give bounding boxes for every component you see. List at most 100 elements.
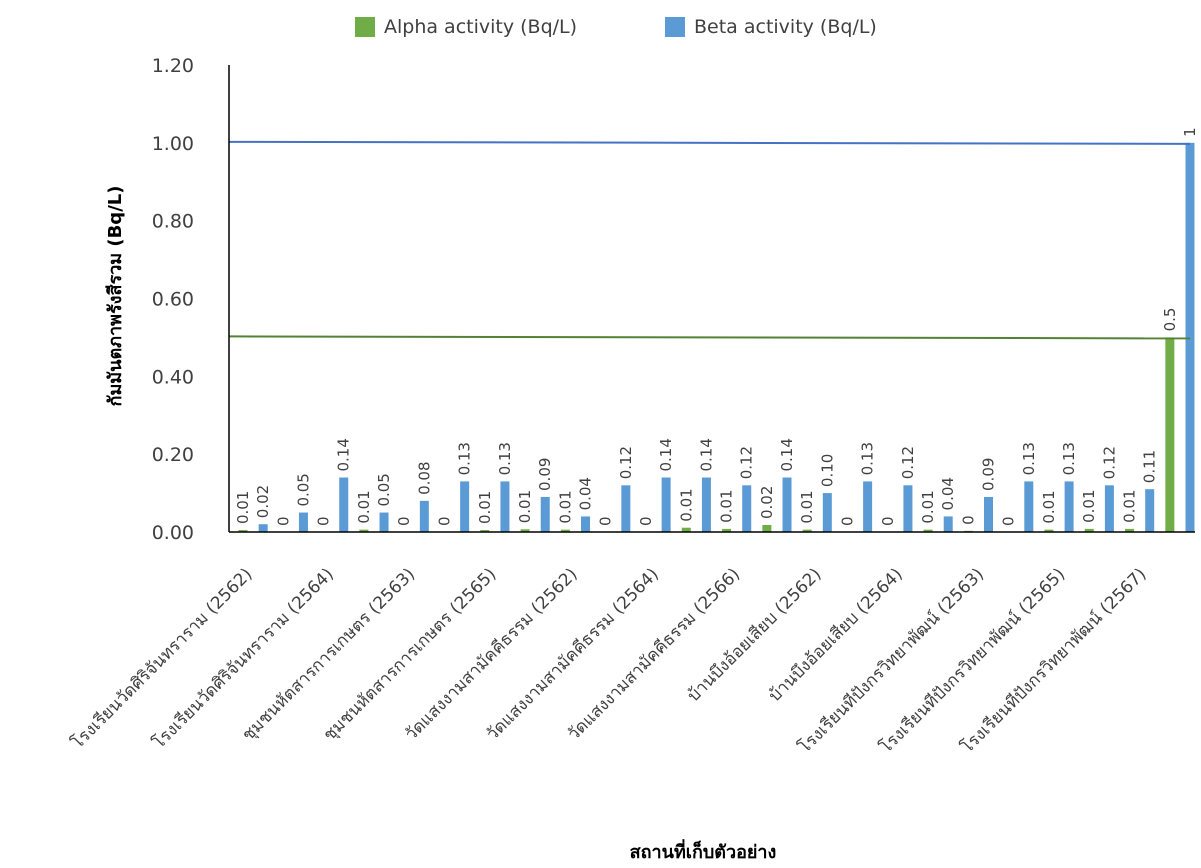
- bar-beta: [661, 477, 671, 532]
- limit-line-beta: [228, 140, 1191, 145]
- bar-beta: [984, 496, 994, 532]
- data-label-alpha: 0: [315, 516, 333, 526]
- data-label-beta: 0.02: [254, 485, 272, 518]
- bar-alpha: [762, 524, 772, 532]
- y-tick-label: 0.40: [152, 366, 194, 388]
- y-tick-label: 0.20: [152, 444, 194, 466]
- data-label-beta: 0.12: [1100, 446, 1118, 479]
- bar-beta: [379, 512, 389, 532]
- y-axis-title: กัมมันตภาพรังสีรวม (Bq/L): [105, 186, 126, 407]
- data-label-beta: 0.14: [697, 438, 715, 471]
- data-label-alpha: 0.01: [556, 490, 574, 523]
- data-label-beta: 0.14: [335, 438, 353, 471]
- y-tick-label: 0.00: [152, 522, 194, 544]
- y-tick-label: 0.60: [152, 289, 194, 311]
- bar-beta: [863, 481, 873, 532]
- bar-alpha: [1044, 529, 1054, 532]
- bar-alpha: [802, 529, 812, 532]
- legend-swatch-alpha: [355, 17, 375, 37]
- x-category-label: ชุมชนหัตสารการเกษตร (2565): [320, 564, 501, 745]
- bar-alpha: [480, 530, 490, 532]
- data-label-alpha: 0.01: [1080, 489, 1098, 522]
- data-label-alpha: 0.01: [1040, 490, 1058, 523]
- bar-alpha: [520, 529, 530, 532]
- bar-beta: [581, 516, 591, 532]
- data-label-beta: 0.08: [415, 461, 433, 494]
- bar-beta: [500, 481, 510, 532]
- data-label-alpha: 0.01: [677, 488, 695, 521]
- bar-beta: [742, 485, 752, 532]
- bar-beta: [621, 485, 631, 532]
- x-category-label: บ้านบึงอ้อยเสียบ (2564): [765, 564, 907, 706]
- y-axis-tick-labels: 0.00 0.20 0.40 0.60 0.80 1.00 1.20: [152, 55, 194, 544]
- legend-swatch-beta: [665, 17, 685, 37]
- bar-alpha: [238, 530, 248, 532]
- bar-beta: [258, 524, 268, 532]
- data-label-alpha: 0.5: [1161, 308, 1179, 332]
- reference-lines: [228, 140, 1191, 340]
- bar-alpha: [359, 529, 369, 532]
- data-label-beta: 0.14: [778, 438, 796, 471]
- bar-alpha: [923, 529, 933, 532]
- bar-beta: [701, 477, 711, 532]
- data-label-beta: 0.12: [738, 446, 756, 479]
- x-category-label: วัดแสงงามสามัคคีธรรม (2564): [483, 564, 663, 744]
- data-label-alpha: 0: [597, 516, 615, 526]
- x-category-label: โรงเรียนวัดศิริจันทราราม (2564): [148, 564, 337, 753]
- data-label-beta: 0.09: [980, 458, 998, 491]
- data-label-beta: 0.12: [617, 446, 635, 479]
- data-label-beta: 0.04: [939, 477, 957, 510]
- data-label-alpha: 0.01: [1121, 489, 1139, 522]
- x-axis-title: สถานที่เก็บตัวอย่าง: [630, 839, 777, 863]
- data-label-alpha: 0: [395, 516, 413, 526]
- bar-alpha: [560, 529, 570, 532]
- data-label-beta: 1: [1181, 127, 1199, 137]
- data-label-beta: 0.13: [1020, 442, 1038, 475]
- data-label-beta: 0.10: [818, 454, 836, 487]
- bar-beta: [460, 481, 470, 532]
- data-label-alpha: 0: [879, 516, 897, 526]
- bar-beta: [943, 516, 953, 532]
- data-label-alpha: 0.01: [355, 490, 373, 523]
- data-label-alpha: 0.01: [516, 490, 534, 523]
- bar-alpha: [722, 528, 732, 532]
- data-label-beta: 0.05: [294, 473, 312, 506]
- data-label-alpha: 0: [838, 516, 856, 526]
- data-label-alpha: 0: [274, 516, 292, 526]
- bar-beta: [339, 477, 349, 532]
- x-category-label: โรงเรียนวัดศิริจันทราราม (2562): [67, 564, 256, 753]
- data-label-beta: 0.12: [899, 446, 917, 479]
- bar-alpha: [1084, 528, 1094, 532]
- x-axis-category-labels: โรงเรียนวัดศิริจันทราราม (2562)โรงเรียนว…: [67, 564, 1150, 758]
- data-label-beta: 0.13: [859, 442, 877, 475]
- bar-beta: [1064, 481, 1074, 532]
- data-label-alpha: 0.01: [919, 490, 937, 523]
- data-label-alpha: 0: [637, 516, 655, 526]
- data-label-alpha: 0: [435, 516, 453, 526]
- bar-alpha: [681, 527, 691, 532]
- data-label-beta: 0.09: [536, 458, 554, 491]
- bar-beta: [540, 496, 550, 532]
- data-label-alpha: 0.01: [234, 491, 252, 524]
- bar-beta: [1024, 481, 1034, 532]
- x-category-label: วัดแสงงามสามัคคีธรรม (2566): [564, 564, 744, 744]
- data-label-beta: 0.14: [657, 438, 675, 471]
- bar-beta: [903, 485, 913, 532]
- data-label-alpha: 0.01: [798, 490, 816, 523]
- limit-line-alpha: [228, 335, 1191, 340]
- data-label-beta: 0.13: [1060, 442, 1078, 475]
- bar-beta: [1104, 485, 1114, 532]
- bar-beta: [298, 512, 308, 532]
- bar-alpha: [1165, 337, 1175, 532]
- data-label-alpha: 0.02: [758, 486, 776, 519]
- bar-beta: [822, 493, 832, 532]
- y-tick-label: 1.00: [152, 133, 194, 155]
- data-label-alpha: 0: [1000, 516, 1018, 526]
- bar-beta: [782, 477, 792, 532]
- data-label-beta: 0.04: [577, 477, 595, 510]
- bar-beta: [419, 500, 429, 532]
- data-label-alpha: 0.01: [718, 489, 736, 522]
- y-tick-label: 0.80: [152, 211, 194, 233]
- x-category-label: วัดแสงงามสามัคคีธรรม (2562): [401, 564, 581, 744]
